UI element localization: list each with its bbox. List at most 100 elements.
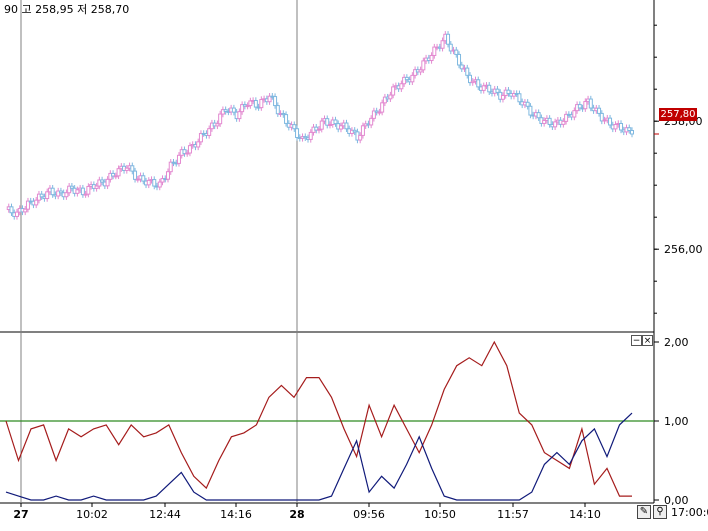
time-axis: 27 10:02 12:44 14:16 28 09:56 10:50 11:57 14:10 <box>13 503 601 521</box>
indicator-axis: 0,00 1,00 2,00 <box>654 336 689 507</box>
candle-body <box>588 98 593 109</box>
last-price-badge: 257,80 <box>659 108 697 121</box>
candle-body <box>295 128 300 138</box>
candle-body <box>547 117 552 125</box>
candle-body <box>86 185 91 195</box>
candle-body <box>619 123 624 131</box>
candle-body <box>50 187 55 196</box>
candle-body <box>333 119 338 125</box>
candle-body <box>105 178 110 187</box>
candle-body <box>352 129 357 133</box>
candle-body <box>487 84 492 93</box>
candle-body <box>116 168 121 177</box>
candle-body <box>338 125 343 130</box>
indicator-series <box>5 340 633 501</box>
close-panel-button[interactable]: × <box>642 335 653 346</box>
candle-body <box>388 94 393 100</box>
candle-body <box>399 83 404 90</box>
candle-body <box>97 179 102 187</box>
candle-body <box>418 69 423 73</box>
candle-body <box>185 152 190 155</box>
time-tick-label: 10:50 <box>424 508 456 521</box>
candle-body <box>223 109 228 112</box>
candle-body <box>273 96 278 107</box>
candle-body <box>380 102 385 113</box>
candle-body <box>465 67 470 76</box>
candle-body <box>553 121 558 128</box>
candle-body <box>187 145 192 154</box>
candle-body <box>314 126 319 131</box>
candle-body <box>56 190 61 197</box>
candle-body <box>564 113 569 122</box>
candle-body <box>481 85 486 91</box>
candle-body <box>506 89 511 95</box>
session-dividers <box>20 0 298 503</box>
candle-body <box>267 95 272 103</box>
candle-body <box>23 208 28 213</box>
candle-body <box>429 54 434 62</box>
candle-body <box>391 86 396 96</box>
candle-body <box>446 33 451 45</box>
pen-icon[interactable]: ✎ <box>637 505 651 519</box>
candle-body <box>248 100 253 107</box>
candle-body <box>468 74 473 84</box>
candle-body <box>613 123 618 130</box>
candle-body <box>358 134 363 141</box>
candle-body <box>237 111 242 120</box>
candle-body <box>459 64 464 70</box>
candle-body <box>421 60 426 71</box>
candle-body <box>196 141 201 148</box>
candle-body <box>630 130 634 135</box>
candle-body <box>75 189 80 194</box>
candle-body <box>597 107 602 114</box>
minimize-panel-button[interactable]: − <box>631 335 642 346</box>
candle-body <box>157 181 162 188</box>
candle-body <box>457 53 462 66</box>
candle-body <box>218 113 223 125</box>
time-tick-label: 14:16 <box>220 508 252 521</box>
candle-body <box>432 46 437 56</box>
candle-body <box>141 175 146 182</box>
indicator-tick-label: 1,00 <box>664 415 689 428</box>
candle-body <box>292 124 297 130</box>
candle-body <box>360 125 365 136</box>
candle-body <box>69 185 74 189</box>
indicator-tick-label: 2,00 <box>664 336 689 349</box>
candle-body <box>253 100 258 108</box>
time-tick-label: 12:44 <box>149 508 181 521</box>
candle-body <box>542 119 547 124</box>
candle-body <box>382 96 387 104</box>
candle-body <box>259 99 264 109</box>
candle-body <box>215 123 220 127</box>
ohlc-readout: 90 고 258,95 저 258,70 <box>4 3 130 16</box>
candle-body <box>9 206 14 214</box>
candle-body <box>599 112 604 122</box>
candle-body <box>39 193 44 198</box>
candle-body <box>327 124 332 127</box>
candle-body <box>152 179 157 187</box>
candle-body <box>525 101 530 107</box>
candle-body <box>165 171 170 180</box>
candle-body <box>371 110 376 119</box>
candle-body <box>583 101 588 110</box>
candle-body <box>133 170 138 180</box>
candle-body <box>413 69 418 76</box>
candle-body <box>240 104 245 113</box>
candle-body <box>404 76 409 81</box>
candle-body <box>111 172 116 177</box>
candle-body <box>325 118 330 126</box>
candle-body <box>176 154 181 164</box>
candle-body <box>198 132 203 143</box>
candle-body <box>536 112 541 119</box>
candle-body <box>440 40 445 49</box>
candle-body <box>602 119 607 122</box>
time-tick-label: 27 <box>13 508 28 521</box>
candle-body <box>100 179 105 183</box>
magnifier-icon[interactable]: ⚲ <box>653 505 667 519</box>
candle-body <box>275 105 280 115</box>
time-tick-label: 11:57 <box>497 508 529 521</box>
indicator-series-2 <box>5 412 633 501</box>
time-tick-label: 28 <box>289 508 304 521</box>
